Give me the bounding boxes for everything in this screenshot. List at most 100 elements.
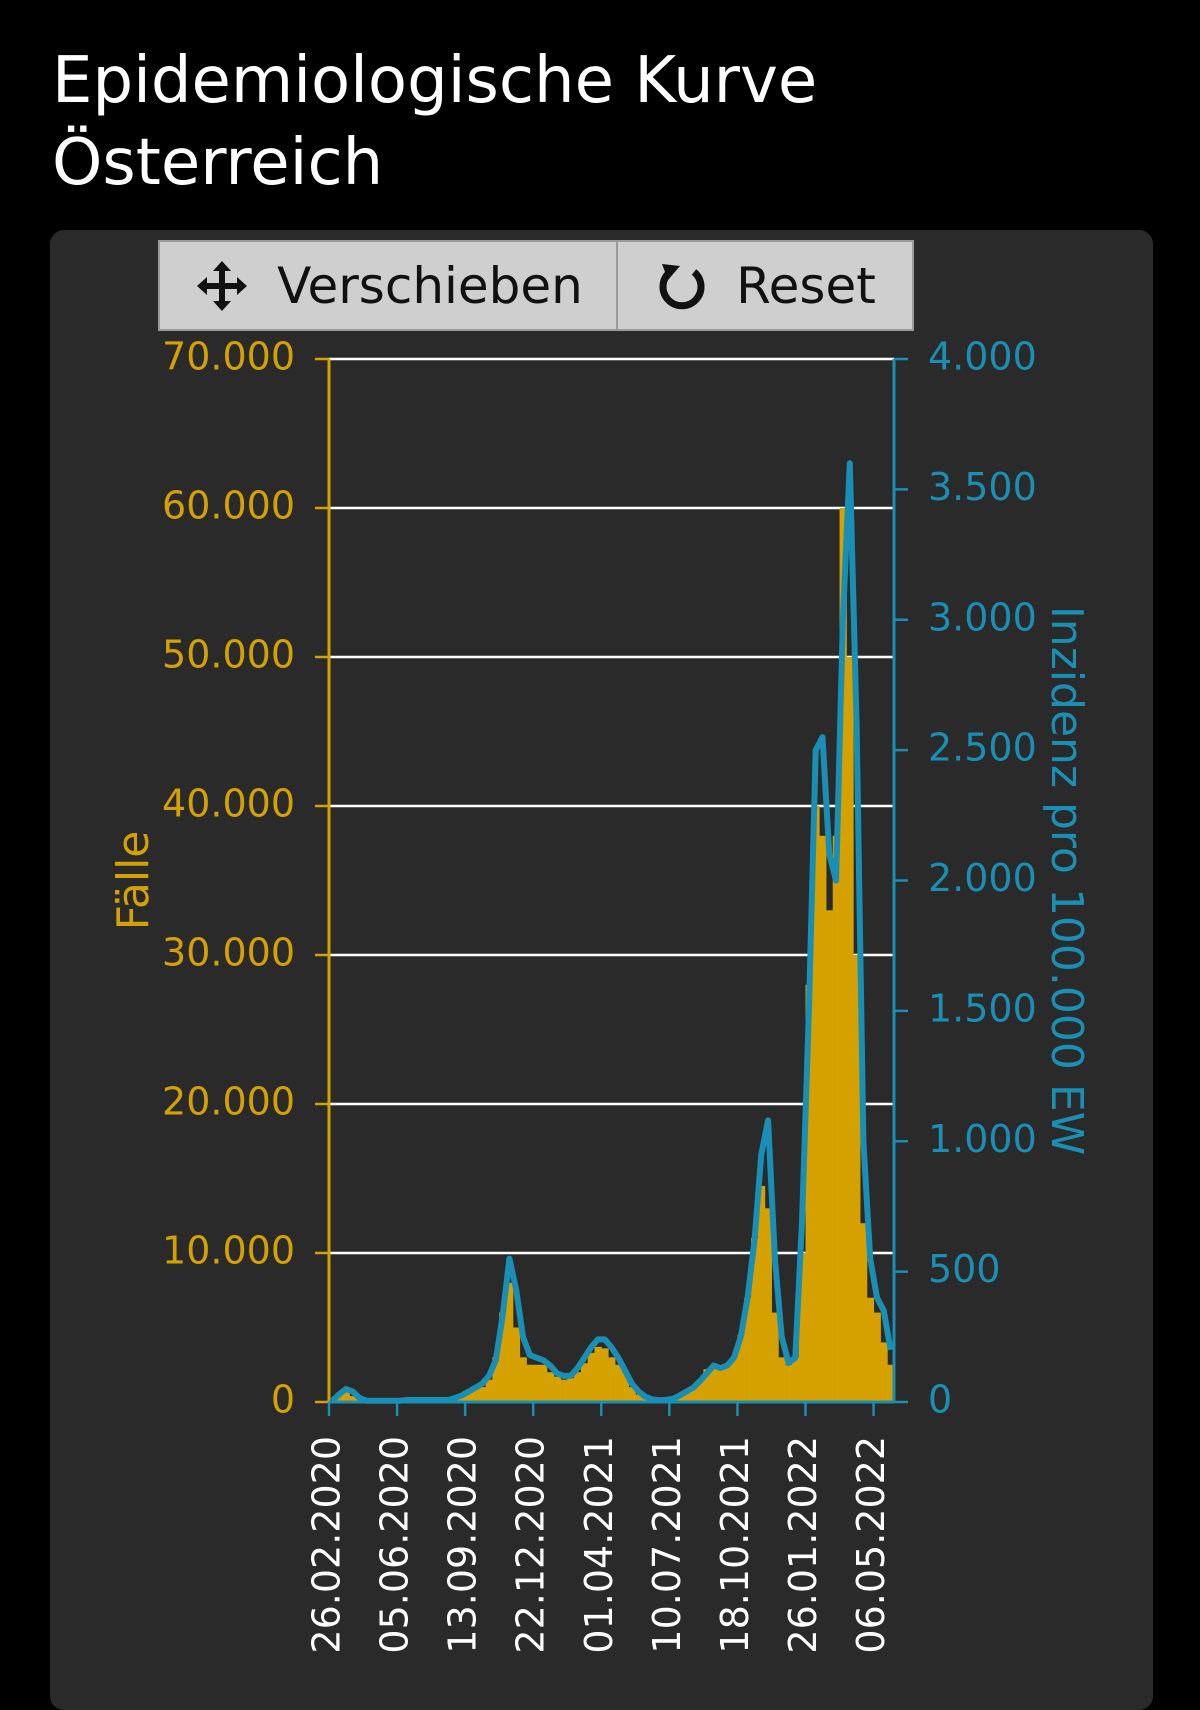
bar — [689, 1387, 698, 1402]
y-tick-label: 30.000 — [162, 931, 295, 975]
bar — [614, 1364, 623, 1402]
bar — [696, 1379, 704, 1402]
bar — [757, 1185, 766, 1402]
bar — [832, 835, 841, 1402]
y2-tick-label: 3.000 — [928, 595, 1037, 639]
incidence-line — [330, 460, 894, 1404]
bar — [676, 1396, 684, 1402]
bar — [574, 1372, 582, 1402]
bar — [866, 1297, 875, 1402]
y2-tick-label: 0 — [928, 1378, 952, 1422]
bar — [825, 910, 834, 1402]
y2-tick-label: 2.500 — [928, 726, 1037, 770]
bar — [526, 1364, 534, 1402]
bar — [580, 1363, 589, 1402]
reset-label: Reset — [736, 256, 876, 315]
bar — [546, 1372, 555, 1402]
y2-tick-label: 500 — [928, 1247, 1001, 1291]
y-tick-label: 50.000 — [162, 633, 295, 677]
bar — [533, 1364, 541, 1402]
bar — [873, 1312, 881, 1402]
pan-button[interactable]: Verschieben — [158, 240, 618, 331]
x-tick-label: 10.07.2021 — [645, 1436, 689, 1654]
y2-tick-label: 2.000 — [928, 856, 1037, 900]
y-tick-label: 20.000 — [162, 1080, 295, 1124]
bar — [846, 657, 854, 1402]
x-tick-label: 06.05.2022 — [849, 1436, 893, 1654]
bar — [730, 1357, 738, 1402]
bar — [839, 508, 847, 1402]
y-tick-label: 0 — [271, 1378, 295, 1422]
bar — [880, 1342, 888, 1402]
y-tick-label: 40.000 — [162, 782, 295, 826]
bar — [458, 1396, 466, 1402]
bar — [553, 1376, 561, 1402]
bar — [771, 1312, 779, 1402]
chart-panel — [50, 230, 1153, 1710]
bar — [744, 1297, 752, 1402]
bar — [505, 1282, 514, 1402]
reset-icon — [659, 263, 705, 309]
x-tick-label: 26.02.2020 — [305, 1436, 349, 1654]
bar — [635, 1394, 643, 1402]
bar — [737, 1334, 745, 1402]
bar — [499, 1312, 507, 1402]
x-tick-label: 01.04.2021 — [577, 1436, 621, 1654]
y2-tick-label: 1.000 — [928, 1117, 1037, 1161]
y-tick-label: 10.000 — [162, 1229, 295, 1273]
bar — [342, 1390, 350, 1402]
y2-axis-title: Inzidenz pro 100.000 EW — [1041, 606, 1092, 1155]
bar — [465, 1390, 473, 1402]
bar — [751, 1238, 759, 1402]
x-tick-label: 05.06.2020 — [373, 1436, 417, 1654]
bar — [798, 1253, 807, 1402]
bar — [791, 1357, 800, 1402]
bar — [819, 835, 827, 1402]
bar — [764, 1208, 772, 1402]
bar — [608, 1357, 616, 1402]
pan-label: Verschieben — [277, 256, 583, 315]
bar — [628, 1387, 636, 1402]
bar — [785, 1364, 793, 1402]
bar — [594, 1346, 602, 1402]
bar — [887, 1364, 895, 1402]
x-tick-label: 18.10.2021 — [713, 1436, 757, 1654]
bar — [485, 1379, 493, 1402]
bar — [478, 1387, 487, 1402]
bar — [621, 1372, 630, 1402]
x-tick-label: 22.12.2020 — [509, 1436, 553, 1654]
y2-tick-label: 4.000 — [928, 335, 1037, 379]
bar — [710, 1364, 718, 1402]
bar — [682, 1391, 691, 1402]
bar — [805, 984, 813, 1402]
bar — [492, 1357, 500, 1402]
bar — [853, 955, 861, 1402]
x-tick-label: 13.09.2020 — [441, 1436, 485, 1654]
reset-button[interactable]: Reset — [616, 240, 914, 331]
x-tick-label: 26.01.2022 — [781, 1436, 825, 1654]
y-axis-title: Fälle — [108, 831, 159, 931]
bar — [540, 1364, 548, 1402]
bar — [560, 1379, 568, 1402]
bar — [812, 806, 820, 1402]
y-tick-label: 70.000 — [162, 335, 295, 379]
bar — [512, 1327, 521, 1402]
bar — [471, 1388, 480, 1402]
bar — [778, 1357, 786, 1402]
bar — [349, 1396, 357, 1402]
pan-icon — [197, 260, 248, 311]
bar — [723, 1364, 732, 1402]
bar — [717, 1367, 725, 1402]
bar — [587, 1352, 595, 1402]
bar — [519, 1357, 527, 1402]
bar — [601, 1348, 609, 1402]
page-title: Epidemiologische Kurve Österreich — [52, 44, 818, 200]
y2-tick-label: 3.500 — [928, 465, 1037, 509]
bar — [859, 1223, 868, 1402]
y2-tick-label: 1.500 — [928, 986, 1037, 1030]
bar — [703, 1369, 711, 1402]
bar — [567, 1378, 575, 1402]
